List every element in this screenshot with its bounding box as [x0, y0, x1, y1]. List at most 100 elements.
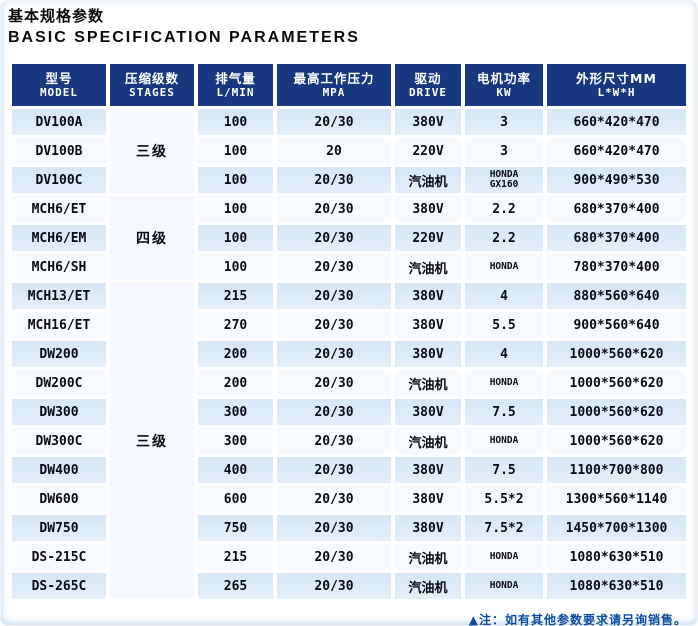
pressure-cell: 20/30: [277, 370, 391, 396]
pressure-cell: 20/30: [277, 428, 391, 454]
motor-power-cell: HONDA GX160: [465, 167, 543, 193]
dimensions-cell: 660*420*470: [547, 138, 686, 164]
table-row: DW200C 200 20/30 汽油机 HONDA 1000*560*620: [12, 370, 686, 396]
drive-cell: 汽油机: [395, 370, 461, 396]
model-cell: MCH6/EM: [12, 225, 106, 251]
table-row: MCH6/ET 四级 100 20/30 380V 2.2 680*370*400: [12, 196, 686, 280]
model-cell: DW300C: [12, 428, 106, 454]
pressure-cell: 20/30: [277, 167, 391, 193]
dimensions-cell: 680*370*400: [547, 225, 686, 251]
model-cell: MCH6/SH: [12, 254, 106, 280]
motor-power-cell: 5.5*2: [465, 486, 543, 512]
displacement-cell: 750: [198, 515, 273, 541]
table-row: DW750 750 20/30 380V 7.5*2 1450*700*1300: [12, 515, 686, 541]
spec-table-body: DV100A 三级 100 20/30 380V 3 660*420*470 DV100B 10…: [12, 109, 686, 599]
motor-power-cell: 3: [465, 138, 543, 164]
pressure-cell: 20/30: [277, 486, 391, 512]
stage-cell: 三级: [110, 283, 194, 599]
table-row: DS-265C 265 20/30 汽油机 HONDA 1080*630*510: [12, 573, 686, 599]
displacement-cell: 100: [198, 167, 273, 193]
model-cell: DW200C: [12, 370, 106, 396]
motor-power-cell: 7.5: [465, 399, 543, 425]
displacement-cell: 100: [198, 254, 273, 280]
pressure-cell: 20/30: [277, 196, 391, 222]
dimensions-cell: 780*370*400: [547, 254, 686, 280]
drive-cell: 380V: [395, 486, 461, 512]
motor-power-cell: 5.5: [465, 312, 543, 338]
drive-cell: 汽油机: [395, 573, 461, 599]
motor-power-cell: HONDA: [465, 544, 543, 570]
drive-cell: 380V: [395, 312, 461, 338]
motor-power-cell: 7.5*2: [465, 515, 543, 541]
table-row: DW200 200 20/30 380V 4 1000*560*620: [12, 341, 686, 367]
model-cell: DW400: [12, 457, 106, 483]
displacement-cell: 100: [198, 225, 273, 251]
drive-cell: 汽油机: [395, 428, 461, 454]
displacement-cell: 400: [198, 457, 273, 483]
column-header-motor-power: 电机功率 KW: [465, 64, 543, 106]
drive-cell: 汽油机: [395, 254, 461, 280]
model-cell: DS-215C: [12, 544, 106, 570]
model-cell: DS-265C: [12, 573, 106, 599]
motor-power-cell: 7.5: [465, 457, 543, 483]
table-row: DV100B 100 20 220V 3 660*420*470: [12, 138, 686, 164]
motor-power-cell: 2.2: [465, 196, 543, 222]
motor-power-cell: HONDA: [465, 254, 543, 280]
dimensions-cell: 1000*560*620: [547, 399, 686, 425]
table-row: DV100A 三级 100 20/30 380V 3 660*420*470: [12, 109, 686, 193]
dimensions-cell: 1080*630*510: [547, 544, 686, 570]
pressure-cell: 20/30: [277, 515, 391, 541]
motor-power-cell: 3: [465, 109, 543, 135]
model-cell: MCH6/ET: [12, 196, 106, 222]
drive-cell: 380V: [395, 515, 461, 541]
dimensions-cell: 680*370*400: [547, 196, 686, 222]
drive-cell: 220V: [395, 138, 461, 164]
table-row: MCH13/ET 三级 215 20/30 380V 4 880*560*640: [12, 283, 686, 599]
table-row: MCH16/ET 270 20/30 380V 5.5 900*560*640: [12, 312, 686, 338]
header-row: 型号 MODEL 压缩级数 STAGES 排气量 L/MIN 最高工作压力 MP…: [12, 64, 686, 106]
displacement-cell: 215: [198, 283, 273, 309]
page-title-zh: 基本规格参数: [8, 7, 105, 25]
displacement-cell: 100: [198, 138, 273, 164]
column-header-displacement: 排气量 L/MIN: [198, 64, 273, 106]
drive-cell: 380V: [395, 196, 461, 222]
table-row: MCH6/SH 100 20/30 汽油机 HONDA 780*370*400: [12, 254, 686, 280]
table-row: DS-215C 215 20/30 汽油机 HONDA 1080*630*510: [12, 544, 686, 570]
pressure-cell: 20/30: [277, 254, 391, 280]
column-header-drive: 驱动 DRIVE: [395, 64, 461, 106]
dimensions-cell: 900*490*530: [547, 167, 686, 193]
model-cell: DW300: [12, 399, 106, 425]
pressure-cell: 20/30: [277, 225, 391, 251]
displacement-cell: 215: [198, 544, 273, 570]
drive-cell: 380V: [395, 109, 461, 135]
column-header-model: 型号 MODEL: [12, 64, 106, 106]
pressure-cell: 20/30: [277, 544, 391, 570]
dimensions-cell: 880*560*640: [547, 283, 686, 309]
page-title-en: BASIC SPECIFICATION PARAMETERS: [8, 29, 360, 46]
dimensions-cell: 1000*560*620: [547, 341, 686, 367]
dimensions-cell: 1100*700*800: [547, 457, 686, 483]
model-cell: MCH13/ET: [12, 283, 106, 309]
motor-power-cell: HONDA: [465, 428, 543, 454]
model-cell: DV100A: [12, 109, 106, 135]
spec-table-header: 型号 MODEL 压缩级数 STAGES 排气量 L/MIN 最高工作压力 MP…: [12, 64, 686, 106]
drive-cell: 380V: [395, 283, 461, 309]
dimensions-cell: 1000*560*620: [547, 370, 686, 396]
motor-power-cell: 4: [465, 283, 543, 309]
pressure-cell: 20/30: [277, 399, 391, 425]
table-row: DW300 300 20/30 380V 7.5 1000*560*620: [12, 399, 686, 425]
pressure-cell: 20: [277, 138, 391, 164]
dimensions-cell: 1000*560*620: [547, 428, 686, 454]
displacement-cell: 600: [198, 486, 273, 512]
spec-table: 型号 MODEL 压缩级数 STAGES 排气量 L/MIN 最高工作压力 MP…: [8, 61, 690, 602]
stage-cell: 三级: [110, 109, 194, 193]
pressure-cell: 20/30: [277, 109, 391, 135]
table-row: DW600 600 20/30 380V 5.5*2 1300*560*1140: [12, 486, 686, 512]
column-header-stages: 压缩级数 STAGES: [110, 64, 194, 106]
stage-cell: 四级: [110, 196, 194, 280]
dimensions-cell: 900*560*640: [547, 312, 686, 338]
pressure-cell: 20/30: [277, 312, 391, 338]
table-row: DW300C 300 20/30 汽油机 HONDA 1000*560*620: [12, 428, 686, 454]
displacement-cell: 200: [198, 341, 273, 367]
